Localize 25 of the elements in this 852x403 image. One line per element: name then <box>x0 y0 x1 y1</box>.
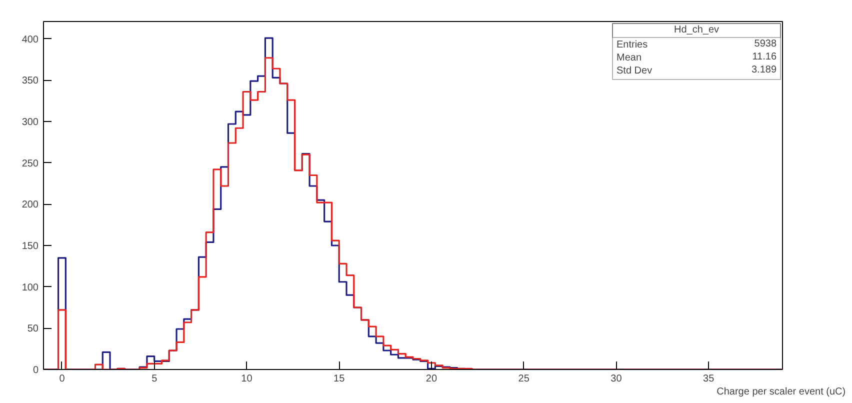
annotation: Hd_ch_ev <box>674 24 720 36</box>
annotation: 5938 <box>754 38 777 50</box>
x-tick-label: 25 <box>518 374 530 384</box>
x-tick-label: 10 <box>241 374 253 384</box>
y-tick-label: 300 <box>22 117 39 128</box>
y-tick-label: 0 <box>32 365 39 376</box>
y-tick-label: 200 <box>22 200 39 211</box>
x-tick-label: 20 <box>426 374 438 384</box>
y-tick-label: 50 <box>27 324 39 335</box>
y-tick-label: 100 <box>22 282 39 294</box>
x-tick-label: 35 <box>703 374 715 384</box>
annotation: 11.16 <box>752 52 777 62</box>
x-tick-label: 30 <box>610 374 622 384</box>
x-tick-label: 5 <box>152 374 158 384</box>
x-tick-label: 0 <box>59 374 66 384</box>
annotation: Entries <box>616 40 648 50</box>
x-axis-title: Charge per scaler event (uC) <box>716 386 846 398</box>
y-tick-label: 250 <box>22 158 39 170</box>
y-tick-label: 350 <box>22 76 39 87</box>
annotation: Mean <box>616 52 642 64</box>
y-tick-label: 400 <box>22 34 39 46</box>
annotation: Std Dev <box>616 66 652 76</box>
y-tick-label: 150 <box>22 241 39 252</box>
x-tick-label: 15 <box>334 374 346 384</box>
annotation: 3.189 <box>751 64 777 76</box>
